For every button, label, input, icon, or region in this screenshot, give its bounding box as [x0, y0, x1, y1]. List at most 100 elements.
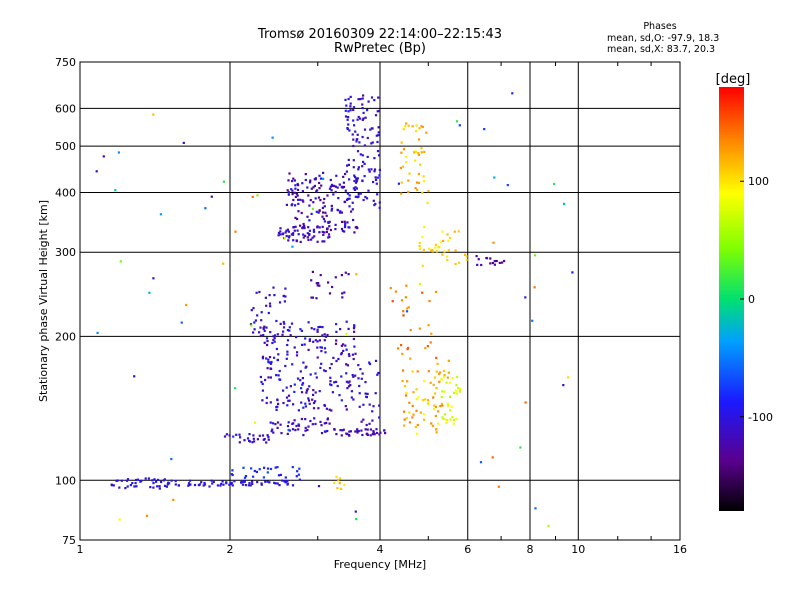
data-point	[320, 362, 323, 365]
data-point	[376, 373, 379, 376]
data-point	[314, 197, 317, 200]
data-point	[307, 399, 311, 402]
data-point	[378, 174, 381, 177]
data-point	[281, 479, 284, 482]
data-point	[458, 388, 461, 391]
data-point	[400, 192, 403, 195]
data-point	[433, 392, 437, 395]
data-point	[356, 431, 359, 434]
data-point	[435, 370, 438, 373]
data-point	[304, 426, 307, 429]
data-point	[286, 480, 289, 483]
data-point	[193, 483, 197, 487]
data-point	[291, 245, 294, 248]
data-point	[426, 345, 429, 348]
data-point	[408, 411, 411, 414]
data-point	[441, 416, 444, 419]
data-point	[330, 209, 333, 212]
data-point	[421, 399, 424, 402]
data-point	[304, 405, 307, 408]
data-point	[324, 335, 327, 338]
data-point	[352, 398, 355, 401]
data-point	[302, 200, 305, 203]
data-point	[266, 471, 269, 474]
data-point	[377, 109, 381, 113]
data-point	[323, 333, 326, 336]
data-point	[324, 211, 327, 214]
data-point	[306, 232, 309, 235]
data-point	[354, 130, 357, 133]
data-point	[251, 480, 254, 483]
data-point	[308, 204, 311, 207]
data-point	[295, 475, 298, 478]
data-point	[357, 193, 360, 196]
data-point	[340, 434, 343, 437]
data-point	[374, 114, 378, 117]
data-point	[246, 437, 250, 440]
data-point	[263, 325, 266, 328]
data-point	[498, 261, 501, 264]
data-point	[277, 353, 280, 356]
data-point	[323, 240, 326, 243]
data-point	[95, 170, 98, 173]
data-point	[260, 482, 263, 485]
data-point	[331, 285, 334, 289]
data-point	[362, 94, 365, 97]
plot-frame	[79, 61, 681, 541]
data-point	[266, 467, 270, 470]
data-point	[148, 291, 151, 294]
data-point	[268, 481, 271, 484]
data-point	[327, 281, 330, 284]
phases-x-line: mean, sd,X: 83.7, 20.3	[607, 44, 716, 55]
data-point	[296, 351, 299, 354]
data-point	[211, 482, 214, 485]
data-point	[231, 469, 234, 472]
data-point	[174, 483, 177, 486]
data-point	[323, 197, 326, 201]
data-point	[155, 480, 158, 483]
data-point	[445, 381, 448, 384]
data-point	[256, 194, 259, 197]
data-point	[296, 194, 299, 197]
data-point	[430, 249, 433, 252]
data-point	[297, 428, 300, 431]
data-point	[315, 376, 318, 379]
data-point	[350, 396, 353, 399]
data-point	[524, 296, 527, 299]
data-point	[433, 376, 437, 379]
data-point	[302, 233, 305, 236]
data-point	[342, 343, 345, 346]
data-point	[453, 230, 456, 233]
data-point	[371, 419, 374, 422]
data-point	[307, 321, 310, 324]
data-point	[291, 484, 295, 487]
data-point	[449, 418, 452, 421]
data-point	[266, 343, 269, 347]
data-point	[304, 234, 307, 237]
data-point	[313, 235, 316, 238]
data-point	[493, 263, 496, 266]
data-point	[406, 348, 409, 351]
data-point	[264, 296, 267, 299]
data-point	[328, 367, 332, 370]
data-point	[270, 430, 273, 433]
data-point	[352, 106, 356, 109]
data-point	[343, 230, 346, 233]
data-point	[288, 429, 291, 432]
data-point	[279, 378, 282, 381]
data-point	[324, 351, 327, 354]
data-point	[204, 207, 207, 210]
data-point	[297, 424, 301, 427]
data-point	[252, 437, 255, 440]
data-point	[308, 181, 312, 184]
data-point	[261, 389, 264, 392]
data-point	[253, 440, 256, 443]
data-point	[324, 430, 327, 433]
data-point	[361, 107, 364, 110]
data-point	[278, 301, 282, 304]
data-point	[345, 320, 348, 323]
data-point	[369, 428, 372, 431]
data-point	[287, 193, 290, 196]
data-point	[129, 484, 132, 487]
data-point	[423, 418, 426, 421]
